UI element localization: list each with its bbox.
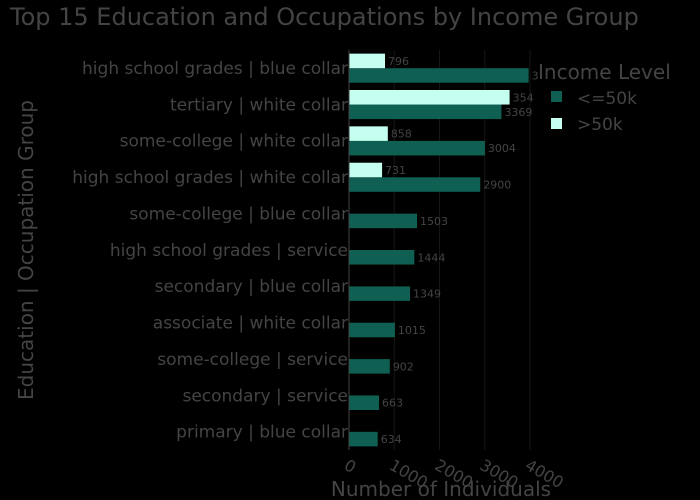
data-label: 731: [385, 164, 406, 177]
legend-swatch-le50k: [551, 91, 562, 102]
bar: [349, 286, 411, 301]
data-label: 3: [532, 69, 539, 82]
data-label: 3004: [488, 142, 516, 155]
legend-item-le50k[interactable]: <=50k: [551, 89, 637, 109]
bars: [349, 53, 529, 447]
bar: [349, 104, 502, 120]
data-label: 1015: [398, 324, 426, 337]
category-label: tertiary | white collar: [170, 95, 348, 115]
category-labels: primary | blue collar secondary | service…: [72, 59, 348, 443]
bar: [349, 162, 383, 178]
category-label: secondary | blue collar: [155, 277, 348, 297]
category-label: high school grades | service: [110, 241, 348, 261]
data-label: 1349: [413, 288, 441, 301]
legend-item-gt50k[interactable]: >50k: [551, 115, 623, 135]
bar: [349, 431, 378, 447]
data-label: 1503: [420, 215, 448, 228]
data-label: 1444: [417, 251, 445, 264]
category-label: primary | blue collar: [176, 423, 348, 443]
data-label: 663: [382, 397, 403, 410]
category-label: some-college | blue collar: [129, 204, 348, 224]
category-label: some-college | service: [157, 350, 348, 370]
data-label: 634: [381, 433, 402, 446]
legend-label-le50k: <=50k: [577, 89, 637, 109]
legend-title: Income Level: [538, 60, 671, 84]
legend: Income Level <=50k >50k: [538, 60, 671, 135]
category-label: secondary | service: [182, 386, 348, 406]
bar: [349, 359, 390, 374]
bar: [349, 395, 380, 410]
category-label: associate | white collar: [153, 314, 348, 334]
bar: [349, 213, 418, 229]
data-labels: 634 663 902 1015 1349 1444 1503 2900 731 3004 858 3…: [381, 55, 539, 446]
category-label: high school grades | blue collar: [82, 59, 348, 79]
bar: [349, 90, 510, 105]
data-label: 3369: [504, 106, 532, 119]
x-axis-title: Number of Individuals: [331, 477, 551, 500]
x-tick-label: 0: [341, 455, 359, 477]
data-label: 902: [393, 360, 414, 373]
legend-swatch-gt50k: [551, 118, 562, 129]
bar: [349, 53, 386, 69]
bar: [349, 126, 388, 141]
data-label: 858: [391, 128, 412, 141]
data-label: 796: [388, 55, 409, 68]
data-label: 2900: [483, 179, 511, 192]
bar: [349, 68, 529, 83]
data-label: 354: [513, 91, 534, 104]
category-label: some-college | white collar: [120, 132, 348, 152]
legend-label-gt50k: >50k: [577, 115, 623, 135]
bar: [349, 250, 415, 265]
bar: [349, 140, 485, 156]
chart-title: Top 15 Education and Occupations by Inco…: [9, 3, 639, 31]
bar: [349, 322, 395, 338]
y-axis-title: Education | Occupation Group: [14, 100, 38, 400]
category-label: high school grades | white collar: [72, 168, 348, 188]
bar: [349, 177, 481, 192]
